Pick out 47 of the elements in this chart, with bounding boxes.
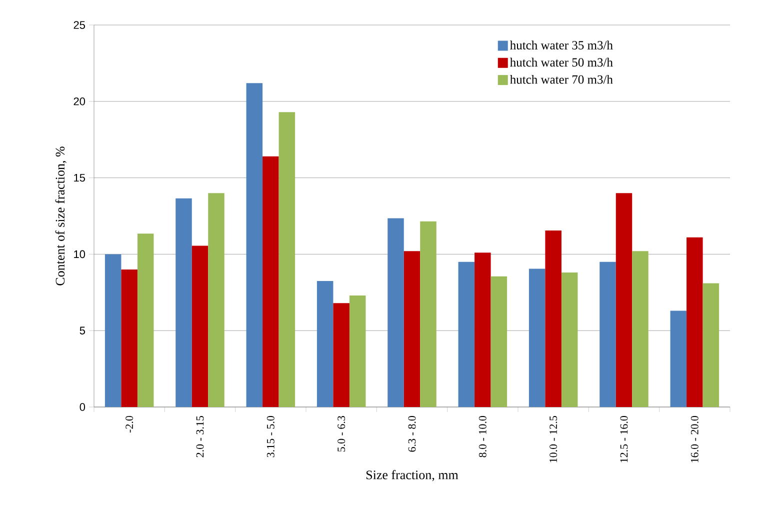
legend-label: hutch water 50 m3/h <box>510 58 613 67</box>
y-tick-label: 15 <box>74 174 86 182</box>
x-axis-title: Size fraction, mm <box>366 470 458 482</box>
bar <box>121 269 138 407</box>
x-tick-label: 8.0 - 10.0 <box>478 416 486 458</box>
bar <box>404 251 420 407</box>
y-tick-label: 5 <box>80 326 86 334</box>
legend-label: hutch water 70 m3/h <box>510 74 613 84</box>
bar <box>561 272 578 407</box>
bar <box>632 251 648 407</box>
y-tick-label: 25 <box>74 21 86 29</box>
bar <box>388 218 404 407</box>
bar <box>246 83 263 407</box>
x-tick-label: 16.0 - 20.0 <box>690 416 698 462</box>
x-tick-label: 3.15 - 5.0 <box>266 416 274 458</box>
bar <box>670 310 687 407</box>
x-tick-label: 12.5 - 16.0 <box>620 416 628 462</box>
legend-label: hutch water 35 m3/h <box>510 40 613 50</box>
bar <box>349 295 366 407</box>
bar <box>333 303 350 407</box>
bar <box>528 268 546 407</box>
x-tick-label: 5.0 - 6.3 <box>338 416 346 452</box>
bar <box>192 246 208 407</box>
x-tick-label: 2.0 - 3.15 <box>196 416 204 458</box>
bar <box>686 237 703 407</box>
bar <box>420 221 436 407</box>
bar <box>600 262 616 407</box>
bar <box>458 262 475 407</box>
y-tick-label: 20 <box>74 97 86 106</box>
bar <box>702 283 720 407</box>
bar <box>545 230 562 407</box>
y-tick-label: 0 <box>80 403 86 411</box>
bar <box>176 198 192 407</box>
y-tick-label: 10 <box>74 250 86 258</box>
y-axis-title: Content of size fraction, % <box>55 146 66 286</box>
x-tick-label: 6.3 - 8.0 <box>408 416 416 452</box>
bar <box>278 112 296 407</box>
bar <box>474 252 491 407</box>
bar <box>137 234 154 407</box>
bar <box>490 276 508 407</box>
x-tick-label: 10.0 - 12.5 <box>550 416 558 462</box>
bar <box>316 280 334 407</box>
bar <box>208 193 224 407</box>
bar <box>616 193 632 407</box>
bar <box>262 156 279 407</box>
x-tick-label: -2.0 <box>126 416 134 433</box>
bar <box>104 254 122 407</box>
